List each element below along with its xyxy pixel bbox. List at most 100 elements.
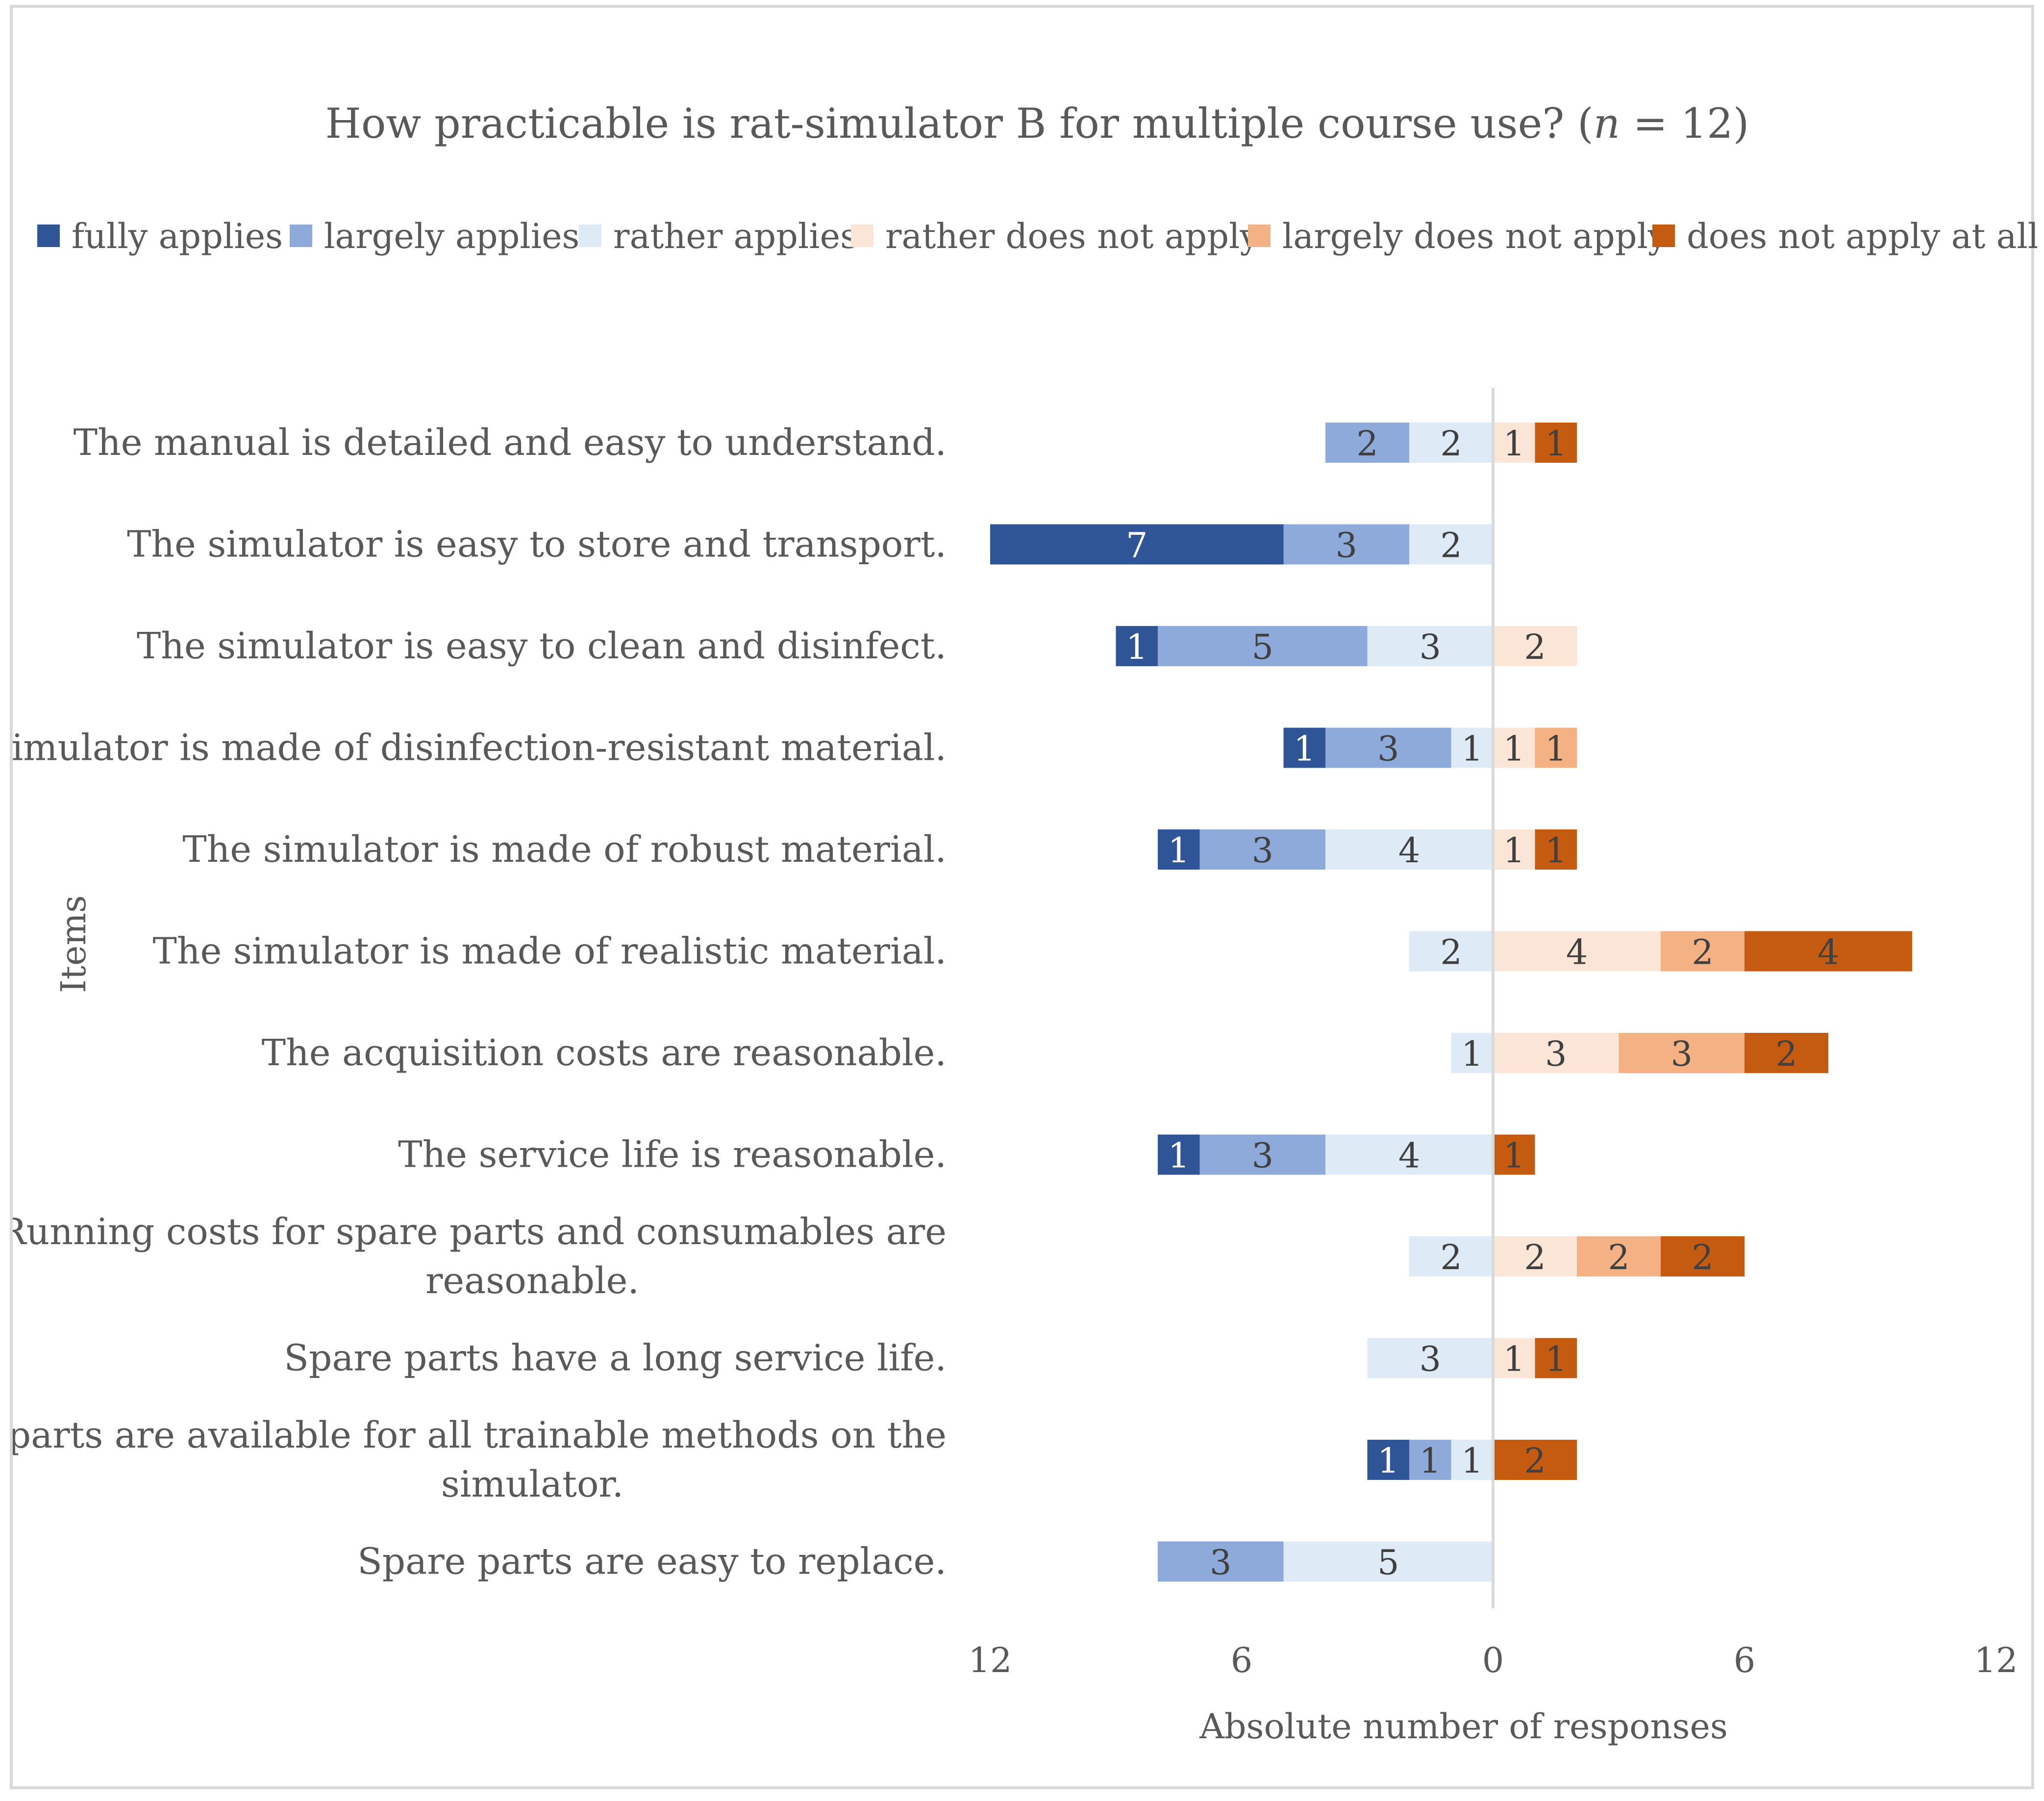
- bar-does-not-apply-at-all: [1493, 1440, 1577, 1480]
- category-label: The simulator is made of disinfection-re…: [13, 727, 947, 769]
- bar-value-label: 2: [1440, 424, 1462, 464]
- legend-label-rather-applies: rather applies: [613, 216, 858, 256]
- bar-fully-applies: [1116, 626, 1158, 666]
- category-label: The acquisition costs are reasonable.: [262, 1032, 947, 1074]
- bar-value-label: 1: [1168, 830, 1190, 871]
- bar-value-label: 2: [1692, 1237, 1714, 1277]
- bar-rather-does-not-apply: [1493, 931, 1661, 972]
- bar-rather-does-not-apply: [1493, 1236, 1577, 1276]
- category-label: reasonable.: [425, 1260, 639, 1302]
- bar-does-not-apply-at-all: [1535, 423, 1577, 463]
- bar-rather-does-not-apply: [1493, 727, 1535, 768]
- bar-largely-applies: [1409, 1440, 1451, 1480]
- bar-value-label: 1: [1545, 424, 1567, 464]
- category-label: The simulator is easy to clean and disin…: [137, 625, 947, 667]
- bar-value-label: 2: [1524, 1237, 1546, 1277]
- bar-value-label: 1: [1503, 424, 1525, 464]
- bar-largely-applies: [1199, 1134, 1325, 1175]
- bar-rather-applies: [1367, 1338, 1493, 1378]
- legend-swatch-rather-applies: [579, 225, 601, 247]
- bar-rather-applies: [1451, 1440, 1493, 1480]
- bar-rather-applies: [1325, 829, 1493, 870]
- legend-swatch-largely-applies: [290, 225, 312, 247]
- bar-value-label: 1: [1545, 729, 1567, 769]
- bar-value-label: 1: [1461, 729, 1483, 769]
- category-label: The simulator is easy to store and trans…: [127, 524, 947, 566]
- bar-value-label: 3: [1251, 1136, 1273, 1176]
- bar-does-not-apply-at-all: [1745, 931, 1912, 972]
- x-axis-title: Absolute number of responses: [1199, 1706, 1728, 1747]
- category-labels: The manual is detailed and easy to under…: [13, 422, 947, 1583]
- y-axis-title: Items: [53, 895, 94, 993]
- x-tick-label: 12: [968, 1640, 1012, 1680]
- legend-label-largely-does-not-apply: largely does not apply: [1282, 216, 1668, 256]
- legend-label-fully-applies: fully applies: [72, 216, 283, 256]
- bar-value-label: 1: [1126, 627, 1148, 667]
- category-label: Spare parts have a long service life.: [284, 1337, 947, 1379]
- bar-value-label: 1: [1545, 1339, 1567, 1379]
- bar-value-label: 2: [1440, 932, 1462, 973]
- chart-title-tail: = 12): [1620, 100, 1749, 148]
- bar-does-not-apply-at-all: [1493, 1134, 1535, 1175]
- bar-fully-applies: [1158, 1134, 1200, 1175]
- category-label: simulator.: [441, 1463, 623, 1505]
- bar-rather-applies: [1409, 1236, 1493, 1276]
- bar-largely-does-not-apply: [1661, 931, 1745, 972]
- category-label: The simulator is made of robust material…: [182, 828, 947, 871]
- chart-title: How practicable is rat-simulator B for m…: [325, 100, 1749, 148]
- bar-value-label: 1: [1419, 1441, 1441, 1481]
- bar-value-label: 2: [1692, 932, 1714, 973]
- category-label: Spare parts are available for all traina…: [13, 1414, 947, 1456]
- bar-fully-applies: [1158, 829, 1200, 870]
- bar-value-label: 2: [1440, 1237, 1462, 1277]
- bar-value-label: 5: [1377, 1543, 1399, 1583]
- bar-rather-does-not-apply: [1493, 423, 1535, 463]
- category-label: Spare parts are easy to replace.: [357, 1541, 947, 1583]
- category-label: Running costs for spare parts and consum…: [13, 1211, 947, 1253]
- bar-value-label: 2: [1440, 525, 1462, 566]
- bar-does-not-apply-at-all: [1535, 1338, 1577, 1378]
- bar-rather-applies: [1451, 1033, 1493, 1073]
- legend-swatch-does-not-apply-at-all: [1652, 225, 1675, 247]
- bar-value-label: 2: [1775, 1034, 1797, 1074]
- bar-largely-does-not-apply: [1577, 1236, 1661, 1276]
- bar-rather-applies: [1325, 1134, 1493, 1175]
- bar-value-label: 5: [1251, 627, 1273, 667]
- bar-rather-applies: [1283, 1541, 1493, 1582]
- legend: fully applies largely applies rather appli…: [37, 216, 2037, 256]
- category-label: The service life is reasonable.: [398, 1134, 947, 1176]
- legend-swatch-largely-does-not-apply: [1248, 225, 1271, 247]
- bar-value-label: 2: [1356, 424, 1378, 464]
- bar-value-label: 3: [1210, 1543, 1232, 1583]
- category-label: The simulator is made of realistic mater…: [152, 930, 947, 973]
- chart-frame: How practicable is rat-simulator B for m…: [10, 5, 2037, 1789]
- bar-value-label: 3: [1377, 729, 1399, 769]
- bar-largely-does-not-apply: [1535, 727, 1577, 768]
- bar-value-label: 3: [1670, 1034, 1693, 1074]
- chart-title-main: How practicable is rat-simulator B for m…: [325, 100, 1594, 148]
- bar-value-label: 1: [1377, 1441, 1399, 1481]
- bar-does-not-apply-at-all: [1745, 1033, 1828, 1073]
- bar-fully-applies: [990, 524, 1284, 565]
- bar-value-label: 3: [1419, 1339, 1441, 1379]
- bar-value-label: 1: [1503, 1136, 1525, 1176]
- bar-value-label: 4: [1566, 932, 1588, 973]
- legend-label-largely-applies: largely applies: [324, 216, 579, 256]
- bar-value-label: 1: [1545, 830, 1567, 871]
- x-tick-label: 0: [1482, 1640, 1504, 1680]
- x-tick-labels: 12 6 0 6 12: [968, 1640, 2018, 1680]
- bar-value-label: 1: [1503, 1339, 1525, 1379]
- bar-largely-applies: [1283, 524, 1409, 565]
- bar-largely-does-not-apply: [1619, 1033, 1745, 1073]
- bar-largely-applies: [1199, 829, 1325, 870]
- category-label: The manual is detailed and easy to under…: [74, 422, 947, 464]
- legend-swatch-fully-applies: [37, 225, 60, 247]
- x-tick-label: 6: [1231, 1640, 1253, 1680]
- bar-value-label: 1: [1168, 1136, 1190, 1176]
- bar-rather-applies: [1367, 626, 1493, 666]
- bar-value-label: 4: [1398, 830, 1421, 871]
- chart-title-n: n: [1594, 100, 1620, 148]
- bar-largely-applies: [1325, 423, 1409, 463]
- bar-value-label: 1: [1461, 1441, 1483, 1481]
